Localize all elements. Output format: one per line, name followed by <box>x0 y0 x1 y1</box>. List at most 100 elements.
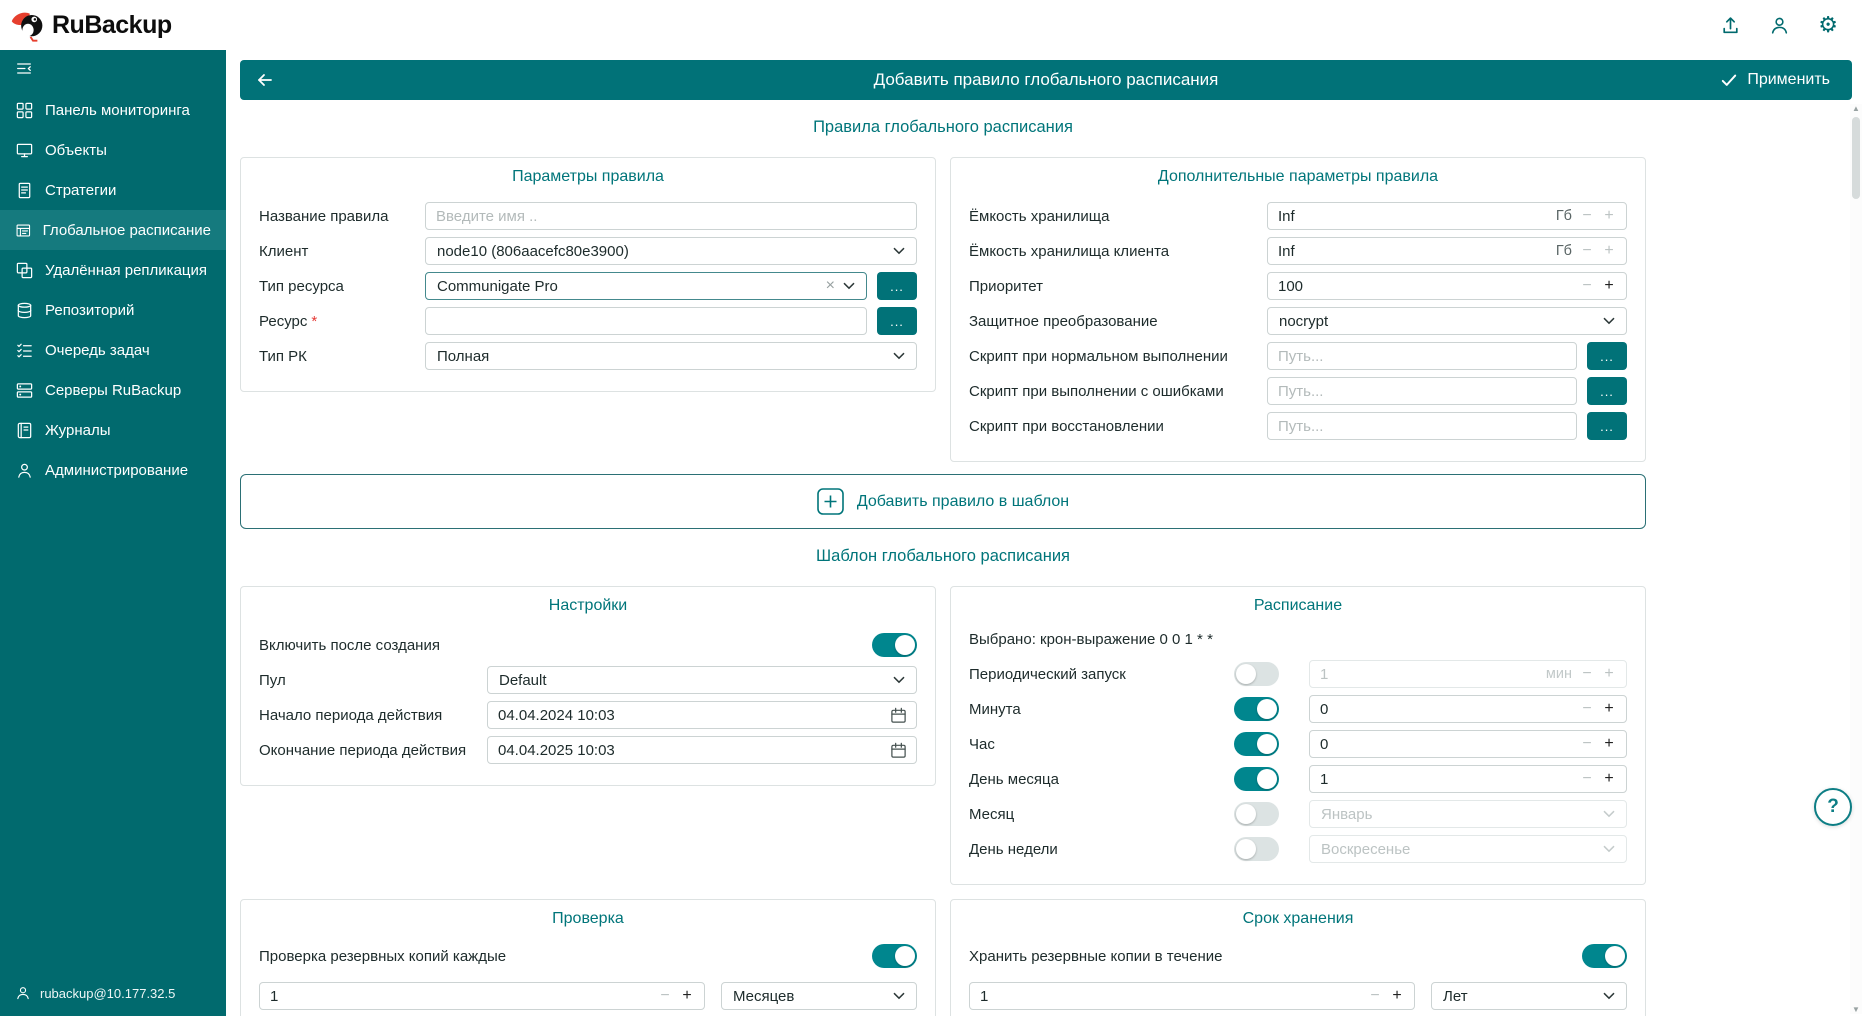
sidebar-item-servers[interactable]: Серверы RuBackup <box>0 370 226 410</box>
hour-row: Час − + <box>969 730 1627 758</box>
minute-input[interactable] <box>1320 701 1572 718</box>
sidebar-footer: rubackup@10.177.32.5 <box>0 970 226 1016</box>
retention-unit-select[interactable]: Лет <box>1431 982 1627 1010</box>
script-err-label: Скрипт при выполнении с ошибками <box>969 383 1267 400</box>
collapse-sidebar-button[interactable] <box>0 50 226 88</box>
increment-button[interactable]: + <box>1390 987 1404 1005</box>
decrement-button[interactable]: − <box>1580 242 1594 260</box>
sidebar-item-label: Серверы RuBackup <box>45 382 181 399</box>
increment-button[interactable]: + <box>1602 735 1616 753</box>
chevron-down-icon <box>1603 810 1615 818</box>
sidebar-item-task-queue[interactable]: Очередь задач <box>0 330 226 370</box>
calendar-icon[interactable] <box>890 742 907 759</box>
month-toggle[interactable] <box>1234 802 1279 826</box>
increment-button[interactable]: + <box>1602 770 1616 788</box>
sidebar-item-strategies[interactable]: Стратегии <box>0 170 226 210</box>
add-rule-to-template-button[interactable]: Добавить правило в шаблон <box>240 474 1646 529</box>
script-restore-input[interactable] <box>1267 412 1577 440</box>
resource-type-more-button[interactable]: ... <box>877 272 917 300</box>
periodic-input[interactable] <box>1320 666 1538 683</box>
increment-button[interactable]: + <box>1602 700 1616 718</box>
decrement-button[interactable]: − <box>1580 665 1594 683</box>
script-ok-more-button[interactable]: ... <box>1587 342 1627 370</box>
rk-type-select[interactable]: Полная <box>425 342 917 370</box>
rule-name-input[interactable] <box>425 202 917 230</box>
scroll-down-arrow[interactable]: ▼ <box>1850 1005 1862 1014</box>
scrollbar[interactable]: ▲ ▼ <box>1850 104 1862 1014</box>
decrement-button[interactable]: − <box>1580 700 1594 718</box>
main-area: ⚙ Добавить правило глобального расписани… <box>226 0 1864 1016</box>
apply-button[interactable]: Применить <box>1714 70 1836 90</box>
minute-toggle[interactable] <box>1234 697 1279 721</box>
sidebar-item-monitoring[interactable]: Панель мониторинга <box>0 90 226 130</box>
pool-select[interactable]: Default <box>487 666 917 694</box>
decrement-button[interactable]: − <box>1580 770 1594 788</box>
sidebar-item-objects[interactable]: Объекты <box>0 130 226 170</box>
month-select[interactable]: Январь <box>1309 800 1627 828</box>
sidebar-item-remote-replication[interactable]: Удалённая репликация <box>0 250 226 290</box>
increment-button[interactable]: + <box>1602 277 1616 295</box>
capacity-label: Ёмкость хранилища <box>969 208 1267 225</box>
sidebar-item-journals[interactable]: Журналы <box>0 410 226 450</box>
enable-toggle[interactable] <box>872 633 917 657</box>
card-title: Срок хранения <box>969 910 1627 928</box>
scrollbar-thumb[interactable] <box>1852 117 1860 199</box>
retention-toggle[interactable] <box>1582 944 1627 968</box>
resource-type-select[interactable]: Communigate Pro × <box>425 272 867 300</box>
client-select[interactable]: node10 (806aacefc80e3900) <box>425 237 917 265</box>
sidebar-item-label: Объекты <box>45 142 107 159</box>
rubackup-app: RuBackup Панель мониторинга Объекты Стра… <box>0 0 1864 1016</box>
verify-toggle[interactable] <box>872 944 917 968</box>
decrement-button[interactable]: − <box>1580 277 1594 295</box>
monthday-toggle[interactable] <box>1234 767 1279 791</box>
scroll-up-arrow[interactable]: ▲ <box>1850 104 1862 113</box>
decrement-button[interactable]: − <box>1580 207 1594 225</box>
script-restore-more-button[interactable]: ... <box>1587 412 1627 440</box>
card-title: Настройки <box>259 597 917 615</box>
client-capacity-input[interactable] <box>1278 243 1548 260</box>
back-button[interactable] <box>250 66 280 94</box>
settings-button[interactable]: ⚙ <box>1818 14 1838 36</box>
gear-icon: ⚙ <box>1818 14 1838 36</box>
calendar-icon[interactable] <box>890 707 907 724</box>
verify-input[interactable] <box>270 988 650 1005</box>
export-button[interactable] <box>1720 15 1741 36</box>
start-date-input[interactable] <box>488 702 916 728</box>
end-date-input[interactable] <box>488 737 916 763</box>
monthday-input[interactable] <box>1320 771 1572 788</box>
month-label: Месяц <box>969 806 1234 823</box>
decrement-button[interactable]: − <box>658 987 672 1005</box>
priority-input[interactable] <box>1278 278 1572 295</box>
servers-icon <box>15 381 34 400</box>
verify-unit-select[interactable]: Месяцев <box>721 982 917 1010</box>
resource-more-button[interactable]: ... <box>877 307 917 335</box>
increment-button[interactable]: + <box>1602 207 1616 225</box>
page: Добавить правило глобального расписания … <box>226 50 1864 1016</box>
hour-input[interactable] <box>1320 736 1572 753</box>
periodic-toggle[interactable] <box>1234 662 1279 686</box>
capacity-input[interactable] <box>1278 208 1548 225</box>
script-err-input[interactable] <box>1267 377 1577 405</box>
sidebar-item-administration[interactable]: Администрирование <box>0 450 226 490</box>
retention-input[interactable] <box>980 988 1360 1005</box>
clear-selection-icon[interactable]: × <box>826 278 835 294</box>
weekday-select[interactable]: Воскресенье <box>1309 835 1627 863</box>
sidebar-item-repository[interactable]: Репозиторий <box>0 290 226 330</box>
script-ok-input[interactable] <box>1267 342 1577 370</box>
hour-toggle[interactable] <box>1234 732 1279 756</box>
chevron-down-icon <box>893 352 905 360</box>
increment-button[interactable]: + <box>680 987 694 1005</box>
decrement-button[interactable]: − <box>1580 735 1594 753</box>
client-capacity-row: Ёмкость хранилища клиента Гб − + <box>969 237 1627 265</box>
decrement-button[interactable]: − <box>1368 987 1382 1005</box>
crypt-select[interactable]: nocrypt <box>1267 307 1627 335</box>
weekday-toggle[interactable] <box>1234 837 1279 861</box>
resource-input[interactable] <box>425 307 867 335</box>
user-button[interactable] <box>1769 15 1790 36</box>
increment-button[interactable]: + <box>1602 665 1616 683</box>
schedule-card: Расписание Выбрано: крон-выражение 0 0 1… <box>950 586 1646 885</box>
script-err-more-button[interactable]: ... <box>1587 377 1627 405</box>
sidebar-item-global-schedule[interactable]: Глобальное расписание <box>0 210 226 250</box>
help-button[interactable]: ? <box>1814 788 1852 826</box>
increment-button[interactable]: + <box>1602 242 1616 260</box>
